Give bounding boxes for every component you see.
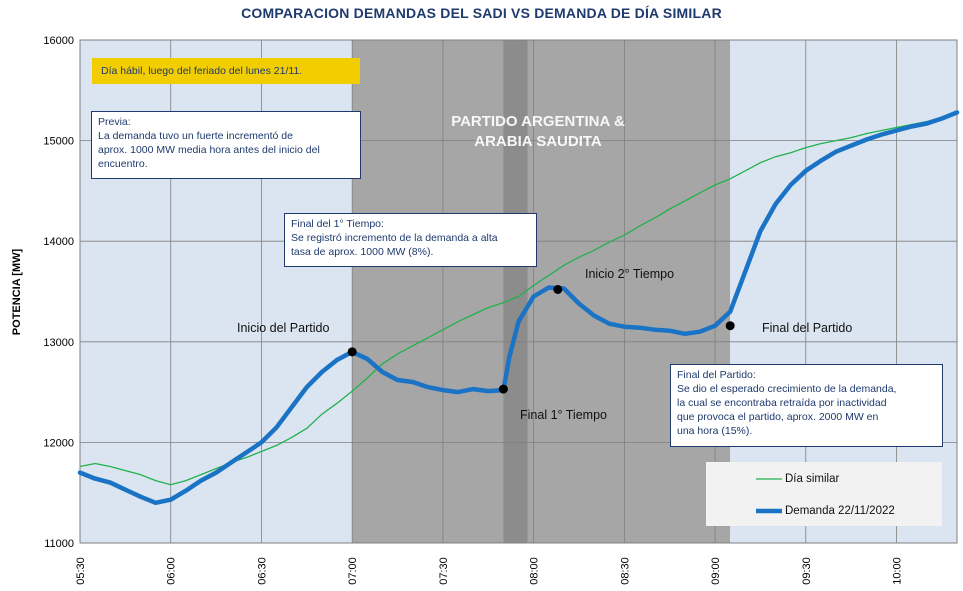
note-final-partido-line: la cual se encontraba retraída por inact…	[677, 397, 887, 409]
legend: Día similar Demanda 22/11/2022	[706, 462, 942, 526]
note-previa-line: aprox. 1000 MW media hora antes del inic…	[98, 144, 320, 156]
x-tick-label: 05:30	[75, 557, 87, 585]
legend-swatch-dia-similar	[756, 478, 782, 480]
event-markers	[347, 284, 735, 394]
y-tick-label: 16000	[43, 35, 74, 47]
note-previa-line: encuentro.	[98, 158, 148, 170]
legend-swatch-demanda	[756, 508, 782, 514]
x-tick-label: 06:30	[256, 557, 268, 585]
note-previa: Previa: La demanda tuvo un fuerte increm…	[91, 111, 361, 179]
x-tick-label: 09:30	[801, 557, 813, 585]
x-axis-ticks: 05:30 06:00 06:30 07:00 07:30 08:00 08:30 09:00…	[75, 557, 904, 585]
y-tick-label: 11000	[44, 538, 74, 550]
note-primer-tiempo: Final del 1° Tiempo: Se registró increme…	[284, 213, 537, 267]
note-final-partido-line: Final del Partido:	[677, 369, 756, 381]
note-final-partido-line: Se dio el esperado crecimiento de la dem…	[677, 383, 897, 395]
y-tick-label: 13000	[43, 337, 74, 349]
marker-label-inicio-2-tiempo: Inicio 2° Tiempo	[585, 267, 675, 281]
note-previa-line: Previa:	[98, 116, 131, 128]
chart-title: COMPARACION DEMANDAS DEL SADI VS DEMANDA…	[241, 5, 722, 21]
y-tick-label: 15000	[43, 136, 74, 148]
match-title-line: PARTIDO ARGENTINA &	[451, 113, 625, 130]
note-previa-line: La demanda tuvo un fuerte incrementó de	[98, 130, 293, 142]
plot-frame	[79, 39, 958, 544]
note-final-partido: Final del Partido: Se dio el esperado cr…	[670, 364, 943, 447]
match-title: PARTIDO ARGENTINA & ARABIA SAUDITA	[418, 112, 658, 152]
legend-label-demanda: Demanda 22/11/2022	[785, 505, 895, 517]
event-marker-dot	[498, 384, 508, 394]
note-primer-tiempo-line: Final del 1° Tiempo:	[291, 218, 384, 230]
marker-label-inicio-partido: Inicio del Partido	[237, 321, 330, 335]
y-axis-ticks: 11000 12000 13000 14000 15000 16000	[43, 35, 74, 550]
note-final-partido-line: una hora (15%).	[677, 425, 753, 437]
series-line-demanda	[77, 110, 960, 506]
marker-label-final-1-tiempo: Final 1° Tiempo	[520, 408, 607, 422]
x-tick-label: 07:00	[347, 557, 359, 585]
legend-item-demanda: Demanda 22/11/2022	[706, 503, 895, 519]
x-tick-label: 08:00	[529, 557, 541, 585]
y-tick-label: 14000	[43, 236, 74, 248]
note-primer-tiempo-line: tasa de aprox. 1000 MW (8%).	[291, 246, 434, 258]
marker-label-final-partido: Final del Partido	[762, 321, 853, 335]
y-axis-label: POTENCIA [MW]	[11, 248, 23, 336]
y-tick-label: 12000	[43, 437, 74, 449]
band-break	[503, 40, 528, 543]
x-tick-label: 07:30	[438, 557, 450, 585]
note-final-partido-line: que provoca el partido, aprox. 2000 MW e…	[677, 411, 879, 423]
x-tick-label: 09:00	[710, 557, 722, 585]
event-marker-dot	[553, 284, 563, 294]
event-marker-dot	[347, 347, 357, 357]
x-tick-label: 06:00	[166, 557, 178, 585]
match-title-line: ARABIA SAUDITA	[474, 133, 602, 150]
legend-item-dia-similar: Día similar	[706, 471, 839, 487]
note-primer-tiempo-line: Se registró incremento de la demanda a a…	[291, 232, 498, 244]
x-tick-label: 08:30	[619, 557, 631, 585]
x-tick-label: 10:00	[892, 557, 904, 585]
yellow-note: Día hábil, luego del feriado del lunes 2…	[92, 58, 360, 84]
legend-label-dia-similar: Día similar	[785, 473, 840, 485]
event-marker-dot	[725, 321, 735, 331]
